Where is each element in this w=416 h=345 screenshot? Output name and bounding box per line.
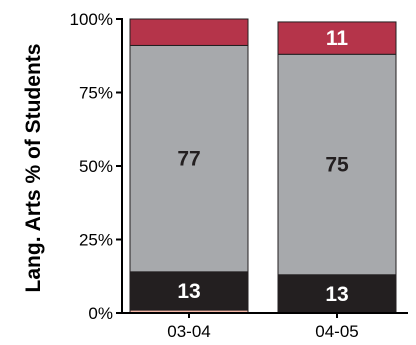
y-tick-label: 75% bbox=[79, 84, 113, 103]
data-label: 13 bbox=[177, 280, 200, 303]
bar-segment bbox=[129, 271, 249, 311]
bar-segment bbox=[277, 21, 397, 55]
bar-segment bbox=[129, 44, 249, 273]
y-axis-label: Lang. Arts % of Students bbox=[22, 44, 45, 293]
y-tick-label: 0% bbox=[88, 304, 113, 323]
data-labels-group: 13 77 13 75 11 bbox=[177, 27, 349, 306]
data-label: 77 bbox=[177, 148, 200, 171]
y-tick-label: 25% bbox=[79, 231, 113, 250]
data-label: 75 bbox=[325, 154, 349, 177]
x-tick-label: 03-04 bbox=[167, 322, 210, 341]
y-tick-label: 50% bbox=[79, 157, 113, 176]
bar-segment bbox=[129, 18, 249, 46]
x-tick-label: 04-05 bbox=[315, 322, 358, 341]
bar-segment bbox=[277, 274, 397, 314]
bars-group bbox=[129, 18, 397, 314]
axes-group: 03-04 04-05 0% 25% 50% 75% 100% bbox=[70, 10, 408, 341]
y-tick-label: 100% bbox=[70, 10, 113, 29]
data-label: 11 bbox=[326, 27, 349, 50]
data-label: 13 bbox=[325, 283, 348, 306]
bar-segment bbox=[277, 53, 397, 276]
